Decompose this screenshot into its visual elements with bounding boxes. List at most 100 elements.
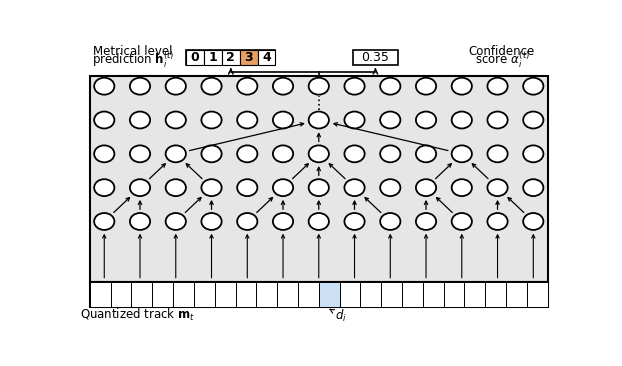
Ellipse shape — [488, 145, 508, 162]
Bar — [298, 282, 318, 307]
Ellipse shape — [416, 179, 436, 196]
Bar — [222, 49, 239, 65]
Bar — [506, 282, 527, 307]
Ellipse shape — [202, 213, 221, 230]
Ellipse shape — [345, 112, 364, 128]
Ellipse shape — [523, 179, 544, 196]
Text: 0.35: 0.35 — [361, 51, 389, 64]
Ellipse shape — [130, 213, 150, 230]
Bar — [465, 282, 485, 307]
Ellipse shape — [165, 78, 186, 95]
Ellipse shape — [380, 112, 401, 128]
Bar — [485, 282, 506, 307]
Bar — [239, 49, 258, 65]
Ellipse shape — [202, 145, 221, 162]
Text: $d_i$: $d_i$ — [330, 307, 346, 324]
Ellipse shape — [237, 213, 258, 230]
Bar — [443, 282, 465, 307]
Ellipse shape — [380, 179, 401, 196]
Ellipse shape — [130, 145, 150, 162]
Bar — [319, 282, 340, 307]
Text: prediction $\mathbf{h}_i^{(t)}$: prediction $\mathbf{h}_i^{(t)}$ — [92, 50, 174, 70]
Ellipse shape — [380, 145, 401, 162]
Text: Metrical level: Metrical level — [93, 45, 173, 58]
Bar — [173, 282, 194, 307]
Ellipse shape — [237, 112, 258, 128]
Bar — [360, 282, 381, 307]
Ellipse shape — [345, 179, 364, 196]
Ellipse shape — [345, 213, 364, 230]
Text: 1: 1 — [208, 51, 217, 64]
Ellipse shape — [416, 78, 436, 95]
Ellipse shape — [273, 179, 293, 196]
Ellipse shape — [202, 112, 221, 128]
Bar — [186, 49, 276, 65]
Ellipse shape — [523, 213, 544, 230]
Ellipse shape — [165, 179, 186, 196]
Bar — [111, 282, 131, 307]
Ellipse shape — [452, 179, 472, 196]
Ellipse shape — [130, 179, 150, 196]
Bar — [194, 282, 215, 307]
Ellipse shape — [488, 213, 508, 230]
Ellipse shape — [452, 112, 472, 128]
Ellipse shape — [237, 145, 258, 162]
Bar — [353, 49, 398, 65]
Bar — [381, 282, 402, 307]
Bar — [277, 282, 298, 307]
Ellipse shape — [273, 145, 293, 162]
Ellipse shape — [273, 213, 293, 230]
Ellipse shape — [380, 78, 401, 95]
Ellipse shape — [237, 179, 258, 196]
Bar — [90, 282, 111, 307]
Ellipse shape — [523, 78, 544, 95]
Bar — [215, 282, 236, 307]
Bar — [256, 282, 277, 307]
Ellipse shape — [94, 145, 114, 162]
Ellipse shape — [345, 145, 364, 162]
Ellipse shape — [94, 112, 114, 128]
Ellipse shape — [309, 213, 329, 230]
Text: 2: 2 — [226, 51, 235, 64]
Ellipse shape — [523, 112, 544, 128]
Ellipse shape — [452, 78, 472, 95]
Text: score $\alpha_i^{(t)}$: score $\alpha_i^{(t)}$ — [475, 50, 529, 70]
Bar — [236, 282, 256, 307]
Ellipse shape — [309, 78, 329, 95]
Bar — [423, 282, 443, 307]
Ellipse shape — [452, 213, 472, 230]
Bar — [527, 282, 548, 307]
Ellipse shape — [202, 78, 221, 95]
Bar — [90, 76, 548, 282]
Ellipse shape — [523, 145, 544, 162]
Ellipse shape — [309, 112, 329, 128]
Ellipse shape — [309, 179, 329, 196]
Text: Quantized track $\mathbf{m}_t$: Quantized track $\mathbf{m}_t$ — [80, 307, 196, 323]
Ellipse shape — [380, 213, 401, 230]
Ellipse shape — [165, 112, 186, 128]
Ellipse shape — [273, 112, 293, 128]
Ellipse shape — [416, 145, 436, 162]
Bar — [258, 49, 276, 65]
Ellipse shape — [309, 145, 329, 162]
Ellipse shape — [165, 145, 186, 162]
Bar — [402, 282, 423, 307]
Ellipse shape — [94, 179, 114, 196]
Ellipse shape — [94, 213, 114, 230]
Ellipse shape — [488, 179, 508, 196]
Bar — [186, 49, 204, 65]
Bar — [152, 282, 173, 307]
Ellipse shape — [202, 179, 221, 196]
Ellipse shape — [488, 78, 508, 95]
Ellipse shape — [452, 145, 472, 162]
Text: 4: 4 — [262, 51, 271, 64]
Text: 0: 0 — [191, 51, 200, 64]
Ellipse shape — [130, 112, 150, 128]
Bar — [204, 49, 222, 65]
Ellipse shape — [165, 213, 186, 230]
Ellipse shape — [130, 78, 150, 95]
Ellipse shape — [416, 112, 436, 128]
Ellipse shape — [273, 78, 293, 95]
Ellipse shape — [94, 78, 114, 95]
Bar — [131, 282, 152, 307]
